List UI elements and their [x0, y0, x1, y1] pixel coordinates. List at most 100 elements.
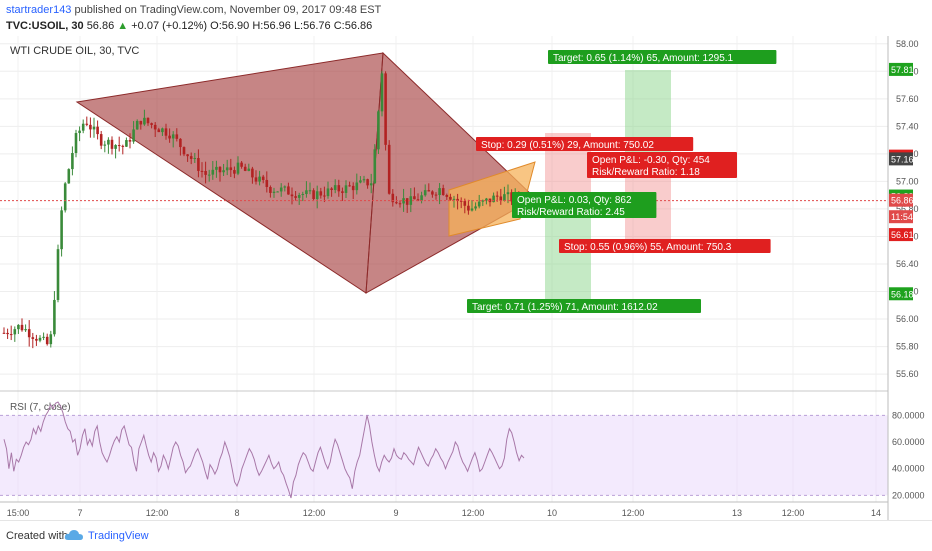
candle-body [377, 111, 380, 150]
annotation-text: Open P&L: -0.30, Qty: 454 [592, 155, 710, 166]
candle-body [222, 170, 225, 173]
candle-body [27, 329, 31, 338]
x-tick-label: 7 [77, 508, 82, 518]
candle-body [470, 208, 474, 211]
candle-body [17, 324, 20, 330]
candle-body [225, 167, 229, 171]
candle-body [510, 192, 513, 202]
candle-body [305, 190, 308, 195]
candle-body [45, 336, 49, 345]
candle-body [74, 133, 78, 154]
annotation-text: Target: 0.71 (1.25%) 71, Amount: 1612.02 [472, 302, 658, 313]
ohlc-high: H:56.96 [252, 20, 291, 32]
y-tick-label: 55.60 [896, 369, 919, 379]
candle-body [301, 194, 305, 196]
candle-body [161, 128, 164, 133]
candle-body [326, 188, 330, 197]
candle-body [218, 166, 222, 173]
candle-body [459, 200, 463, 202]
candle-body [207, 174, 211, 176]
ohlc-open: O:56.90 [210, 20, 250, 32]
x-tick-label: 12:00 [146, 508, 169, 518]
candle-body [233, 170, 236, 174]
candle-body [49, 334, 53, 345]
symbol-name: TVC:USOIL, 30 [6, 20, 84, 32]
footer: Created with TradingView [0, 520, 932, 551]
rsi-y-tick-label: 80.0000 [892, 410, 925, 420]
annotation-box[interactable] [467, 299, 701, 313]
candle-body [251, 168, 254, 178]
candle-body [197, 158, 200, 171]
candle-body [63, 183, 67, 211]
candle-body [200, 170, 204, 172]
candle-body [362, 179, 366, 181]
annotation-text: Target: 0.65 (1.14%) 65, Amount: 1295.1 [553, 53, 734, 64]
candle-body [323, 195, 326, 197]
candle-body [153, 124, 157, 130]
rsi-label: RSI (7, close) [10, 402, 71, 413]
candle-body [186, 154, 189, 157]
symbol-line: TVC:USOIL, 30 56.86 ▲ +0.07 (+0.12%) O:5… [6, 20, 372, 32]
candle-body [96, 126, 99, 135]
publish-header: startrader143 published on TradingView.c… [0, 0, 932, 36]
candle-body [261, 176, 265, 180]
candle-body [193, 158, 197, 160]
candle-body [56, 249, 60, 300]
x-tick-label: 12:00 [782, 508, 805, 518]
candle-body [81, 123, 85, 131]
y-tick-label: 56.80 [896, 204, 919, 214]
candle-body [395, 202, 398, 204]
candle-body [315, 191, 319, 200]
x-tick-label: 9 [393, 508, 398, 518]
x-tick-label: 12:00 [462, 508, 485, 518]
annotation-box[interactable] [548, 50, 777, 64]
rsi-band [0, 415, 888, 496]
y-tick-label: 57.40 [896, 121, 919, 131]
candle-body [449, 196, 452, 200]
candle-body [290, 194, 294, 197]
published-text: published on TradingView.com, November 0… [74, 4, 382, 16]
candle-body [467, 205, 470, 211]
candle-body [9, 334, 13, 336]
candle-body [431, 191, 434, 195]
annotation-box[interactable] [559, 239, 771, 253]
candle-body [492, 195, 495, 203]
annotation-box[interactable] [476, 137, 694, 151]
candle-body [337, 185, 341, 192]
candle-body [128, 140, 132, 142]
candle-body [348, 185, 351, 187]
candle-body [247, 168, 251, 171]
candle-body [312, 190, 315, 200]
chart-svg[interactable]: Target: 0.65 (1.14%) 65, Amount: 1295.1 S… [0, 36, 932, 520]
candle-body [211, 169, 215, 175]
x-tick-label: 12:00 [622, 508, 645, 518]
y-tick-label: 58.00 [896, 39, 919, 49]
publisher-name[interactable]: startrader143 [6, 4, 72, 16]
candle-body [20, 324, 24, 331]
annotation-text: Stop: 0.29 (0.51%) 29, Amount: 750.02 [481, 140, 654, 151]
candle-body [506, 192, 510, 195]
annotation-box[interactable] [587, 152, 737, 178]
candle-body [121, 145, 125, 147]
candle-body [164, 128, 168, 136]
candle-body [287, 186, 290, 195]
candle-body [416, 199, 420, 201]
candle-body [445, 195, 449, 197]
tradingview-brand-link[interactable]: TradingView [88, 530, 149, 542]
x-tick-label: 12:00 [303, 508, 326, 518]
candle-body [240, 162, 243, 167]
candle-body [269, 186, 272, 193]
candle-body [333, 185, 337, 190]
rsi-y-tick-label: 20.0000 [892, 490, 925, 500]
candle-body [391, 193, 395, 203]
candle-body [341, 191, 344, 193]
candle-body [456, 198, 459, 201]
candle-body [107, 139, 110, 145]
candle-body [308, 190, 312, 192]
rsi-y-tick-label: 60.0000 [892, 437, 925, 447]
chart-area[interactable]: Target: 0.65 (1.14%) 65, Amount: 1295.1 S… [0, 36, 932, 520]
annotation-box[interactable] [512, 192, 657, 218]
created-with-label: Created with [6, 530, 68, 542]
candle-body [420, 195, 423, 201]
price-axis-label: 11:54 [891, 212, 913, 222]
